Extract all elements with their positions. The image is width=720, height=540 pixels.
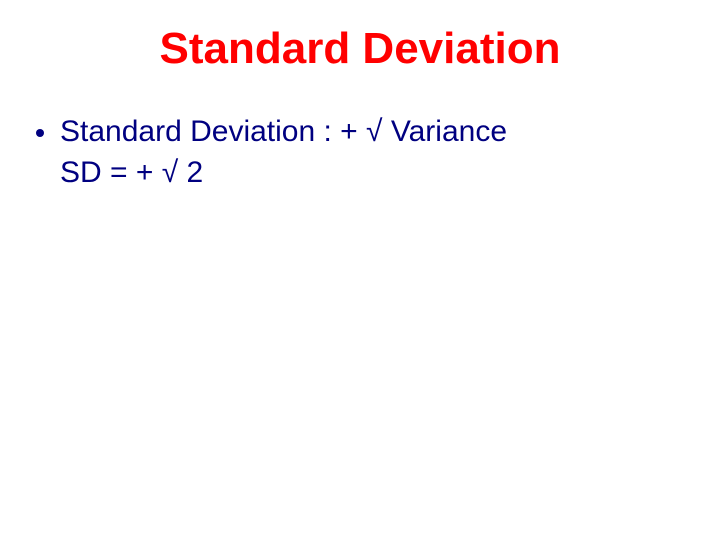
bullet-content: Standard Deviation : + √ Variance bbox=[60, 112, 507, 153]
bullet-line-1: Standard Deviation : + √ Variance bbox=[60, 112, 507, 153]
slide-title: Standard Deviation bbox=[36, 24, 684, 74]
slide-body: Standard Deviation : + √ Variance SD = +… bbox=[36, 112, 684, 193]
bullet-item: Standard Deviation : + √ Variance bbox=[36, 112, 684, 153]
slide: Standard Deviation Standard Deviation : … bbox=[0, 0, 720, 540]
bullet-icon bbox=[36, 129, 44, 137]
bullet-line-2: SD = + √ 2 bbox=[60, 153, 684, 194]
